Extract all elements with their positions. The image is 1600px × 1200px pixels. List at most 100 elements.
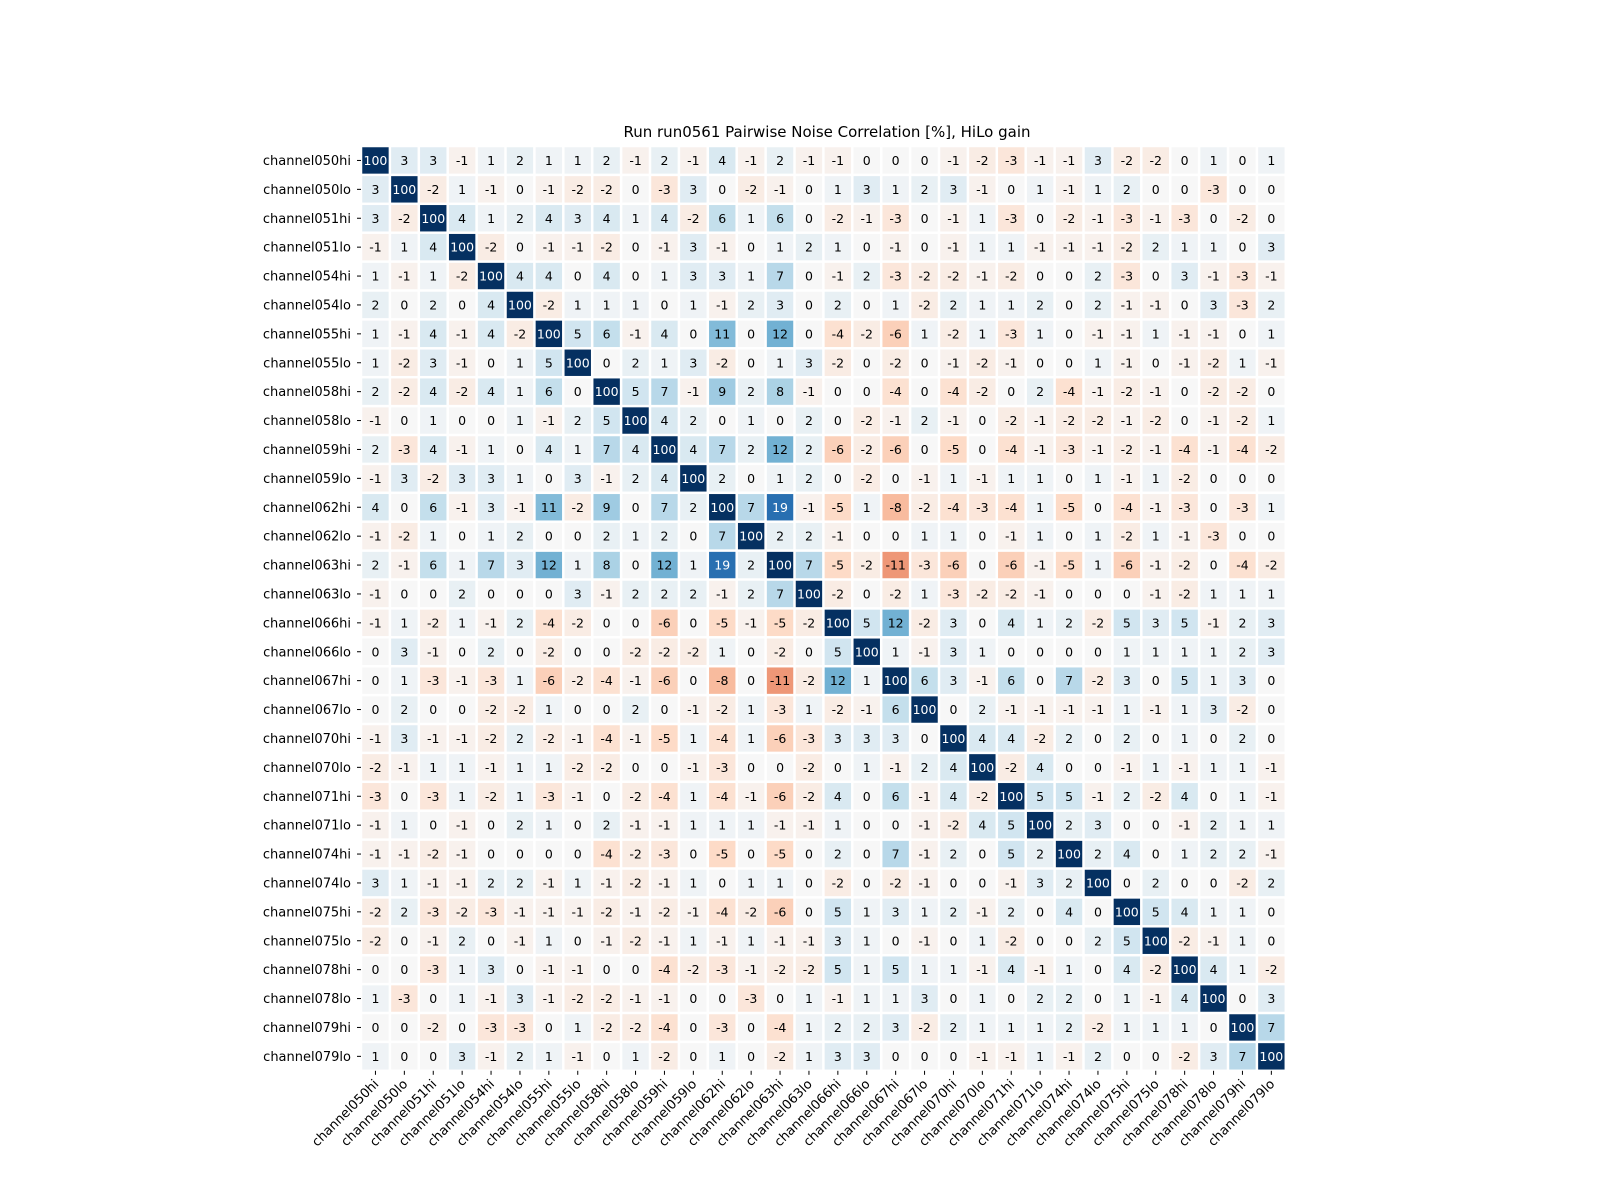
heatmap-cell [477, 696, 505, 723]
heatmap-cell [622, 378, 649, 405]
cell-value-label: -5 [1063, 500, 1075, 515]
heatmap-cell [420, 927, 447, 954]
cell-value-label: -1 [947, 355, 959, 370]
heatmap-cell [1055, 985, 1083, 1012]
cell-value-label: 0 [921, 442, 929, 457]
heatmap-cell [622, 465, 649, 492]
cell-value-label: 5 [1123, 615, 1131, 630]
cell-value-label: -5 [774, 615, 786, 630]
cell-value-label: 1 [574, 442, 582, 457]
heatmap-cell [506, 233, 534, 261]
cell-value-label: -2 [398, 384, 410, 399]
heatmap-cell [1200, 494, 1227, 521]
cell-value-label: -1 [369, 471, 381, 486]
heatmap-cell [362, 349, 389, 376]
heatmap-cell [882, 754, 909, 781]
heatmap-cell [564, 436, 591, 463]
heatmap-cell [766, 638, 794, 665]
cell-value-label: -2 [774, 1049, 786, 1064]
heatmap-cell [824, 869, 852, 897]
heatmap-cell [362, 407, 389, 434]
heatmap-cell [593, 262, 620, 290]
heatmap-cell [853, 436, 880, 463]
cell-value-label: 0 [1094, 500, 1102, 515]
heatmap-cell [420, 147, 447, 174]
heatmap-cell [1229, 407, 1256, 434]
cell-value-label: 3 [574, 211, 582, 226]
cell-value-label: 4 [371, 500, 379, 515]
cell-value-label: 0 [400, 789, 408, 804]
cell-value-label: -1 [369, 413, 381, 428]
heatmap-cell [998, 349, 1025, 376]
cell-value-label: 6 [545, 384, 553, 399]
cell-value-label: -3 [1207, 182, 1219, 197]
heatmap-cell [911, 927, 938, 954]
cell-value-label: 5 [545, 355, 553, 370]
heatmap-cell [882, 494, 909, 521]
heatmap-cell [564, 320, 591, 348]
cell-value-label: -1 [485, 1049, 497, 1064]
heatmap-cell [737, 927, 765, 954]
cell-value-label: 0 [1152, 673, 1160, 688]
heatmap-cell [448, 1043, 476, 1070]
cell-value-label: -1 [398, 558, 410, 573]
heatmap-cell [1084, 349, 1112, 376]
cell-value-label: 1 [718, 644, 726, 659]
heatmap-cell [911, 869, 938, 897]
heatmap-cell [1026, 551, 1054, 579]
y-tick-label: channel050lo [263, 183, 351, 198]
cell-value-label: -2 [629, 933, 641, 948]
heatmap-cell [622, 609, 649, 637]
cell-value-label: 1 [805, 702, 813, 717]
heatmap-cell [824, 725, 852, 752]
cell-value-label: -5 [658, 731, 670, 746]
y-tick-label: channel058hi [263, 385, 351, 400]
cell-value-label: -1 [1265, 847, 1277, 862]
cell-value-label: 1 [516, 760, 524, 775]
cell-value-label: 100 [768, 558, 792, 573]
cell-value-label: -2 [629, 644, 641, 659]
heatmap-cell [1084, 1014, 1112, 1041]
heatmap-cell [477, 378, 505, 405]
heatmap-cell [593, 783, 620, 810]
cell-value-label: -2 [918, 269, 930, 284]
heatmap-cell [1200, 783, 1227, 810]
cell-value-label: -2 [716, 355, 728, 370]
cell-value-label: 3 [1036, 875, 1044, 890]
heatmap-cell [1084, 811, 1112, 839]
heatmap-cell [709, 956, 736, 983]
cell-value-label: -6 [774, 731, 787, 746]
heatmap-cell [477, 1014, 505, 1041]
cell-value-label: -1 [629, 153, 641, 168]
cell-value-label: 100 [364, 153, 388, 168]
cell-value-label: 0 [487, 413, 495, 428]
cell-value-label: 1 [949, 529, 957, 544]
heatmap-cell [1084, 898, 1112, 926]
heatmap-cell [1229, 754, 1256, 781]
cell-value-label: -3 [427, 904, 439, 919]
cell-value-label: 1 [747, 818, 755, 833]
cell-value-label: -6 [658, 673, 671, 688]
heatmap-cell [882, 262, 909, 290]
cell-value-label: 1 [371, 1049, 379, 1064]
heatmap-cell [709, 811, 736, 839]
cell-value-label: -1 [427, 644, 439, 659]
cell-value-label: -1 [1150, 211, 1162, 226]
cell-value-label: 5 [1007, 847, 1015, 862]
heatmap-cell [651, 205, 678, 232]
cell-value-label: 1 [863, 991, 871, 1006]
heatmap-cell [448, 840, 476, 868]
cell-value-label: 0 [516, 442, 524, 457]
cell-value-label: 1 [834, 818, 842, 833]
heatmap-cell [998, 898, 1025, 926]
heatmap-cell [969, 205, 996, 232]
heatmap-cell [622, 522, 649, 550]
heatmap-cell [1258, 494, 1285, 521]
cell-value-label: -2 [1150, 413, 1162, 428]
heatmap-cell [477, 609, 505, 637]
heatmap-cell [737, 291, 765, 319]
heatmap-cell [391, 378, 418, 405]
heatmap-cell [593, 956, 620, 983]
cell-value-label: -1 [1121, 326, 1133, 341]
cell-value-label: 2 [747, 384, 755, 399]
